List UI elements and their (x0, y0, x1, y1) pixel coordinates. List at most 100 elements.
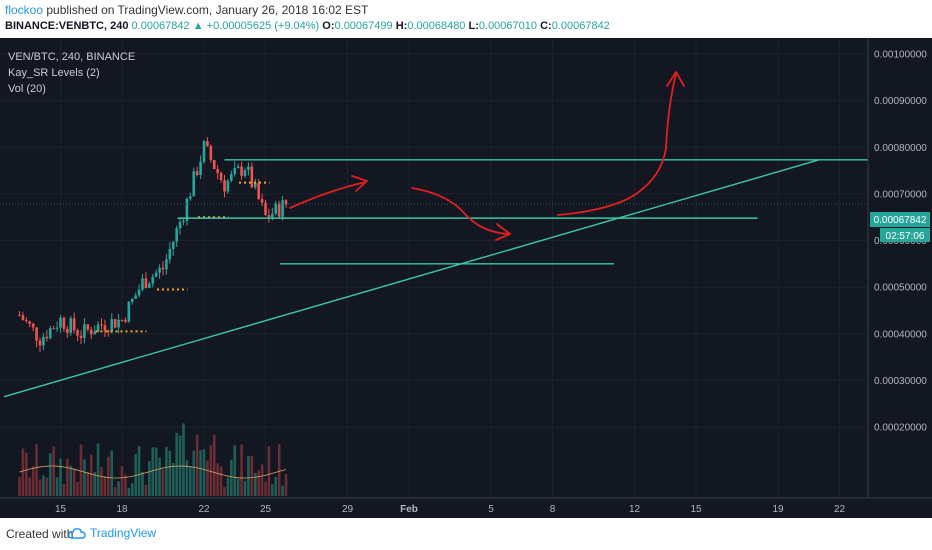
tradingview-cloud-icon (68, 528, 86, 539)
horizontal-levels[interactable] (0, 159, 868, 398)
close-value: 0.00067842 (551, 20, 610, 32)
x-tick-label: 8 (550, 504, 556, 515)
trendline[interactable] (3, 159, 820, 398)
volume-bar (199, 450, 202, 496)
arrow-1-path[interactable] (289, 181, 367, 209)
countdown-text: 02:57:06 (886, 231, 925, 242)
volume-bar (79, 444, 83, 496)
volume-bar (271, 484, 274, 496)
candle-body (195, 171, 199, 175)
arrow-1-head[interactable] (351, 175, 368, 192)
candle-body (281, 200, 284, 217)
candle-body (28, 321, 32, 324)
candle-body (55, 327, 59, 329)
candle-body (120, 319, 124, 321)
candle-body (76, 330, 79, 336)
volume-bar (233, 445, 237, 496)
arrow-3-head[interactable] (666, 71, 685, 87)
volume-bar (96, 443, 100, 496)
candle-body (93, 331, 96, 335)
candle-body (240, 166, 243, 176)
candle-body (202, 141, 206, 162)
candle-body (100, 324, 103, 326)
candle-body (72, 318, 76, 331)
volume-bar (134, 453, 137, 496)
candle-body (21, 315, 25, 321)
volume-bar (69, 465, 73, 496)
volume-bar (195, 434, 199, 496)
y-tick-label: 0.00090000 (874, 96, 927, 107)
volume-bar (31, 466, 35, 496)
volume-bar (21, 448, 25, 496)
candle-body (137, 289, 141, 296)
volume-bar (168, 450, 172, 496)
volume-bar (151, 447, 155, 496)
tradingview-link[interactable]: TradingView (68, 526, 156, 540)
candle-body (284, 200, 288, 205)
last-price-tag-text: 0.00067842 (874, 215, 927, 226)
volume-bar (171, 463, 175, 496)
close-label: C: (540, 20, 552, 32)
arrow-3-path[interactable] (557, 73, 677, 216)
candle-body (223, 180, 226, 192)
publisher-name[interactable]: flockoo (5, 3, 44, 17)
arrow-2-path[interactable] (411, 187, 511, 235)
volume-bar (247, 456, 250, 496)
candle-body (48, 328, 52, 339)
low-label: L: (468, 20, 479, 32)
candle-body (66, 328, 69, 333)
volume-bar (281, 485, 284, 496)
y-tick-label: 0.00070000 (874, 189, 927, 200)
volume-bar (62, 483, 66, 496)
arrow-2-head[interactable] (495, 223, 511, 241)
last-price: 0.00067842 (131, 20, 190, 32)
annotations[interactable] (289, 71, 685, 241)
candle-body (35, 327, 38, 341)
x-tick-label: 15 (690, 504, 702, 515)
volume-bar (48, 453, 52, 496)
candlesticks (18, 137, 288, 353)
volume-bar (72, 468, 76, 496)
x-tick-label: 5 (488, 504, 494, 515)
x-tick-label: Feb (400, 504, 418, 515)
volume-bar (236, 478, 240, 496)
volume-bar (120, 466, 124, 496)
price-chart[interactable]: 0.00100000 0.00090000 0.00080000 0.00070000… (0, 38, 932, 518)
volume-bar (124, 474, 127, 496)
tradingview-brand: TradingView (90, 526, 157, 540)
volume-bar (25, 452, 28, 496)
y-tick-label: 0.00040000 (874, 329, 927, 340)
volume-bar (144, 484, 148, 496)
volume-bar (267, 446, 271, 496)
volume-bar (141, 471, 144, 496)
candle-body (79, 335, 83, 339)
candle-body (250, 166, 254, 188)
time-axis[interactable]: 15 18 22 25 29 Feb 5 8 12 15 19 22 (55, 504, 846, 515)
candle-body (271, 213, 274, 218)
y-tick-label: 0.00030000 (874, 376, 927, 387)
volume-bar (192, 450, 196, 496)
low-value: 0.00067010 (478, 20, 538, 32)
volume-bar (219, 466, 223, 496)
candle-body (182, 220, 185, 222)
candle-body (243, 170, 247, 176)
candle-body (107, 330, 110, 332)
x-tick-label: 22 (834, 504, 846, 515)
volume-bar (253, 472, 257, 496)
volume-ma-line (19, 465, 287, 479)
x-tick-label: 18 (116, 504, 128, 515)
volume-bar (223, 486, 226, 496)
volume-bar (165, 446, 168, 496)
candle-body (25, 320, 28, 322)
x-tick-label: 12 (629, 504, 641, 515)
high-label: H: (395, 20, 408, 32)
volume-bar (93, 471, 96, 496)
candle-body (62, 317, 66, 329)
candle-body (110, 319, 114, 332)
volume-bar (240, 444, 243, 496)
chart-area[interactable]: 0.00100000 0.00090000 0.00080000 0.00070000… (0, 38, 932, 518)
volume-bar (185, 460, 189, 496)
candle-body (199, 161, 202, 175)
y-tick-label: 0.00100000 (874, 50, 927, 61)
volume-bar (206, 460, 209, 496)
